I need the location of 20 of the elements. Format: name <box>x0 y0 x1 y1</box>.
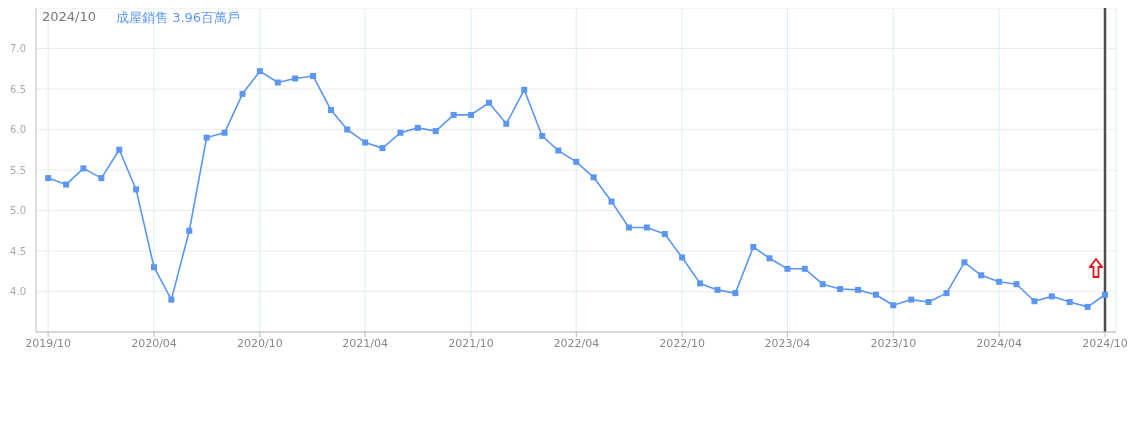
x-tick-label: 2022/04 <box>553 336 600 350</box>
x-tick-label: 2020/04 <box>131 336 177 350</box>
y-tick-label: 4.5 <box>10 245 26 257</box>
x-tick-label: 2021/04 <box>342 336 388 350</box>
y-tick-label: 5.5 <box>10 164 26 176</box>
y-tick-label: 6.0 <box>10 124 26 136</box>
y-tick-label: 7.0 <box>10 43 26 55</box>
x-tick-label: 2024/04 <box>976 336 1022 350</box>
text: 成屋銷售 3.96百萬戶 <box>116 9 241 27</box>
y-tick-label: 5.0 <box>10 205 26 217</box>
x-tick-label: 2022/10 <box>659 336 705 350</box>
y-tick-label: 4.0 <box>10 286 26 298</box>
y-tick-label: 6.5 <box>10 83 26 95</box>
x-tick-label: 2023/04 <box>764 336 811 350</box>
x-tick-label: 2024/10 <box>1082 336 1128 350</box>
x-tick-label: 2023/10 <box>870 336 917 350</box>
x-tick-label: 2021/10 <box>448 336 494 350</box>
x-tick-label: 2020/10 <box>237 336 283 350</box>
chart-title: 2024/10 <box>42 9 97 24</box>
x-tick-label: 2019/10 <box>25 336 71 350</box>
